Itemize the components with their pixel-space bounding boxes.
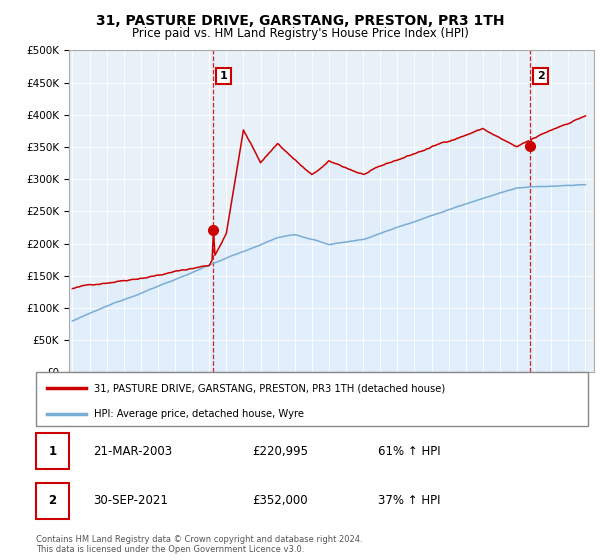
FancyBboxPatch shape [36, 372, 588, 426]
Text: £352,000: £352,000 [252, 494, 308, 507]
Text: 21-MAR-2003: 21-MAR-2003 [93, 445, 172, 458]
Text: Contains HM Land Registry data © Crown copyright and database right 2024.
This d: Contains HM Land Registry data © Crown c… [36, 535, 362, 554]
Text: 2: 2 [537, 71, 544, 81]
Text: 1: 1 [220, 71, 227, 81]
Text: 31, PASTURE DRIVE, GARSTANG, PRESTON, PR3 1TH (detached house): 31, PASTURE DRIVE, GARSTANG, PRESTON, PR… [94, 384, 445, 393]
Text: 31, PASTURE DRIVE, GARSTANG, PRESTON, PR3 1TH: 31, PASTURE DRIVE, GARSTANG, PRESTON, PR… [96, 14, 504, 28]
FancyBboxPatch shape [36, 433, 69, 469]
Text: 2: 2 [49, 494, 56, 507]
Text: 30-SEP-2021: 30-SEP-2021 [93, 494, 168, 507]
Text: 61% ↑ HPI: 61% ↑ HPI [378, 445, 440, 458]
Text: 37% ↑ HPI: 37% ↑ HPI [378, 494, 440, 507]
Text: £220,995: £220,995 [252, 445, 308, 458]
Text: 1: 1 [49, 445, 56, 458]
Text: HPI: Average price, detached house, Wyre: HPI: Average price, detached house, Wyre [94, 409, 304, 419]
FancyBboxPatch shape [36, 483, 69, 519]
Text: Price paid vs. HM Land Registry's House Price Index (HPI): Price paid vs. HM Land Registry's House … [131, 27, 469, 40]
